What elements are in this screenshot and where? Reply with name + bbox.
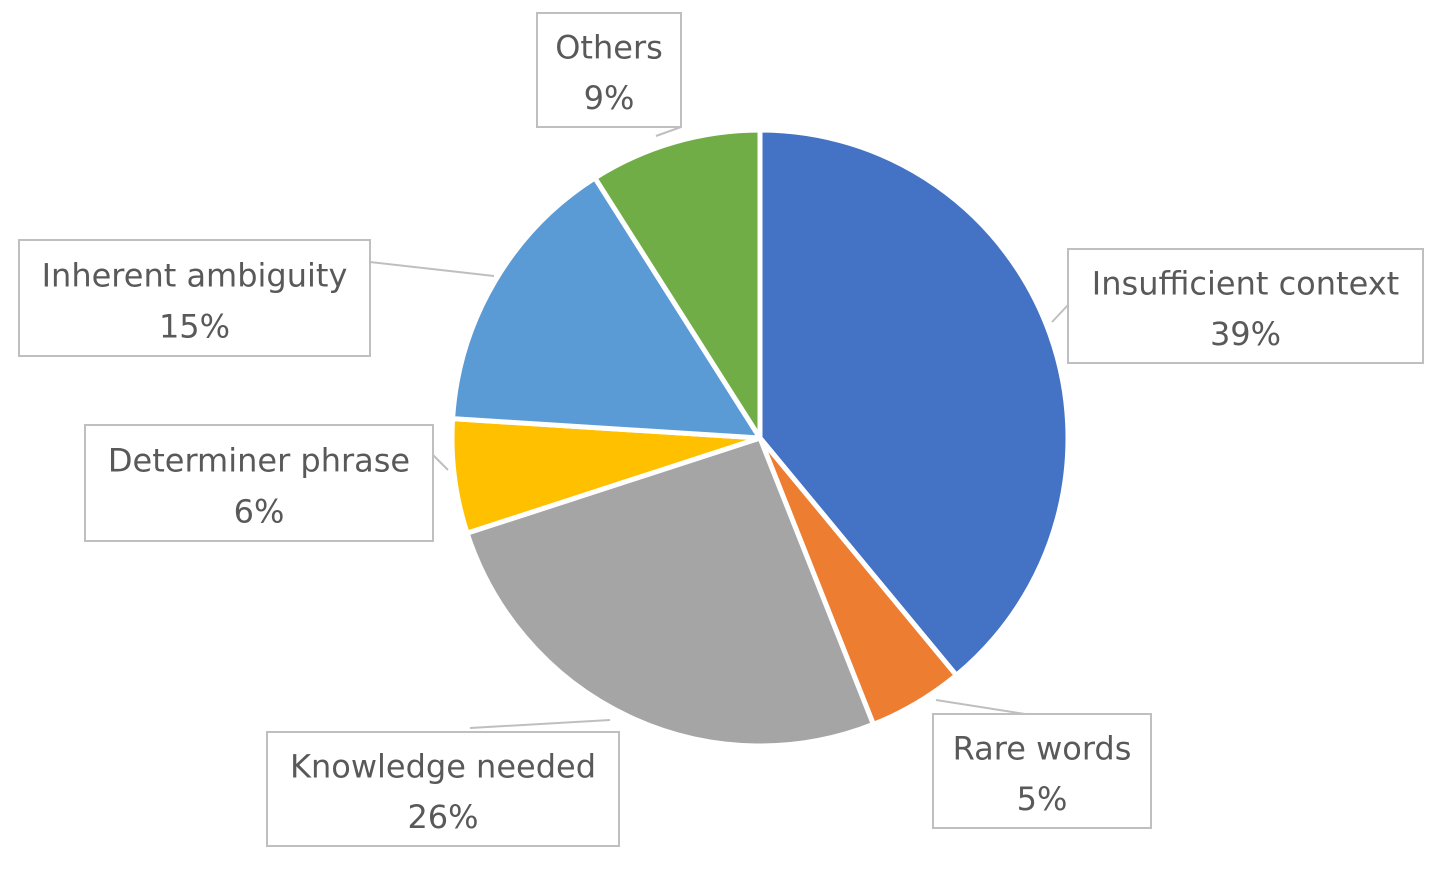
data-label-percent: 26% [407, 798, 478, 836]
data-label: Rare words 5% [932, 713, 1152, 829]
data-label-category: Others [555, 29, 663, 67]
pie-slices [449, 127, 1071, 749]
data-label-category: Knowledge needed [290, 748, 596, 786]
data-label-box [266, 731, 620, 847]
pie-slice-inherent-ambiguity [450, 175, 763, 441]
data-label: Insufficient context 39% [1067, 248, 1424, 364]
leader-line [432, 454, 449, 471]
leader-line [369, 261, 495, 277]
data-label-box [932, 713, 1152, 829]
data-label-box [84, 424, 434, 542]
leader-line [935, 699, 1026, 715]
data-label-callouts: Insufficient context 39% Rare words 5% Knowl… [18, 12, 1424, 847]
data-label-category: Determiner phrase [108, 441, 410, 479]
data-label-percent: 15% [159, 307, 230, 345]
data-label-percent: 6% [234, 492, 285, 530]
pie-slice-insufficient-context [757, 127, 1071, 678]
data-label-percent: 5% [1017, 780, 1068, 818]
pie-slice-others [592, 127, 763, 441]
pie-slice-knowledge-needed [464, 435, 876, 749]
leader-line [655, 126, 682, 137]
data-label-percent: 9% [584, 79, 635, 117]
data-label-category: Inherent ambiguity [42, 256, 348, 294]
data-label-box [18, 239, 371, 357]
leader-line [469, 719, 611, 729]
data-label: Determiner phrase 6% [84, 424, 434, 542]
leader-line [1051, 304, 1069, 323]
data-label-box [536, 12, 682, 128]
data-label: Knowledge needed 26% [266, 731, 620, 847]
data-label: Others 9% [536, 12, 682, 128]
leader-lines [369, 126, 1069, 729]
data-label-category: Insufficient context [1092, 265, 1399, 303]
data-label: Inherent ambiguity 15% [18, 239, 371, 357]
data-label-box [1067, 248, 1424, 364]
data-label-percent: 39% [1210, 315, 1281, 353]
data-label-category: Rare words [953, 730, 1132, 768]
